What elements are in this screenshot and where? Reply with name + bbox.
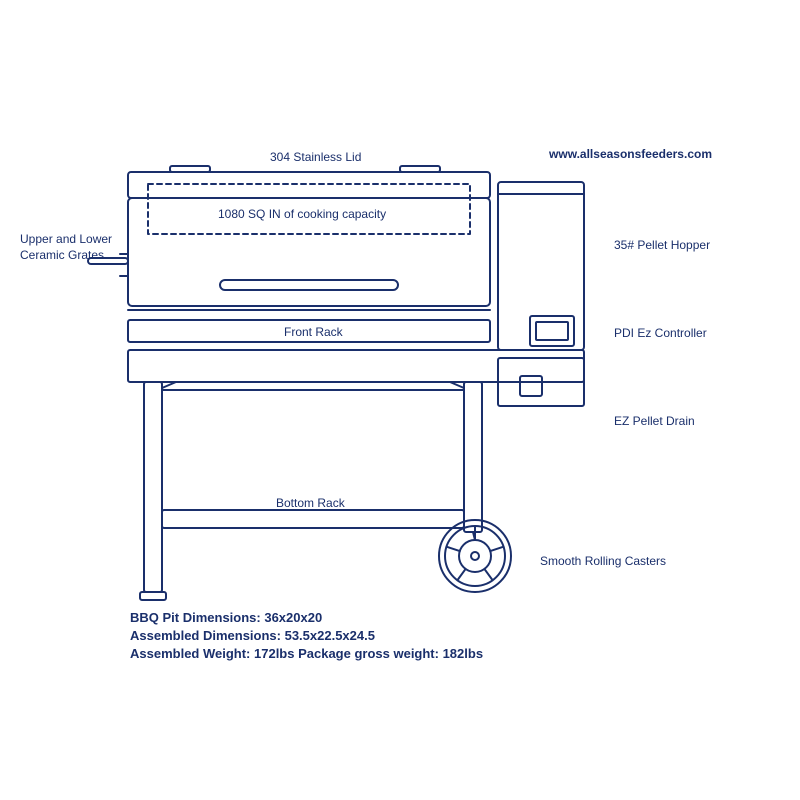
bottom-rack-label: Bottom Rack [276, 496, 345, 512]
pellet-hopper-label: 35# Pellet Hopper [614, 238, 710, 254]
lid-label: 304 Stainless Lid [270, 150, 361, 166]
cooking-capacity-label: 1080 SQ IN of cooking capacity [218, 207, 386, 223]
website-label: www.allseasonsfeeders.com [549, 147, 712, 163]
spec-dims: BBQ Pit Dimensions: 36x20x20 [130, 609, 322, 627]
spec-assembled: Assembled Dimensions: 53.5x22.5x24.5 [130, 627, 375, 645]
grates-label: Upper and Lower Ceramic Grates [20, 232, 112, 263]
controller-label: PDI Ez Controller [614, 326, 707, 342]
grates-line2: Ceramic Grates [20, 248, 104, 262]
casters-label: Smooth Rolling Casters [540, 554, 666, 570]
front-rack-label: Front Rack [284, 325, 343, 341]
pellet-drain-label: EZ Pellet Drain [614, 414, 695, 430]
spec-weight: Assembled Weight: 172lbs Package gross w… [130, 645, 483, 663]
grates-line1: Upper and Lower [20, 232, 112, 246]
